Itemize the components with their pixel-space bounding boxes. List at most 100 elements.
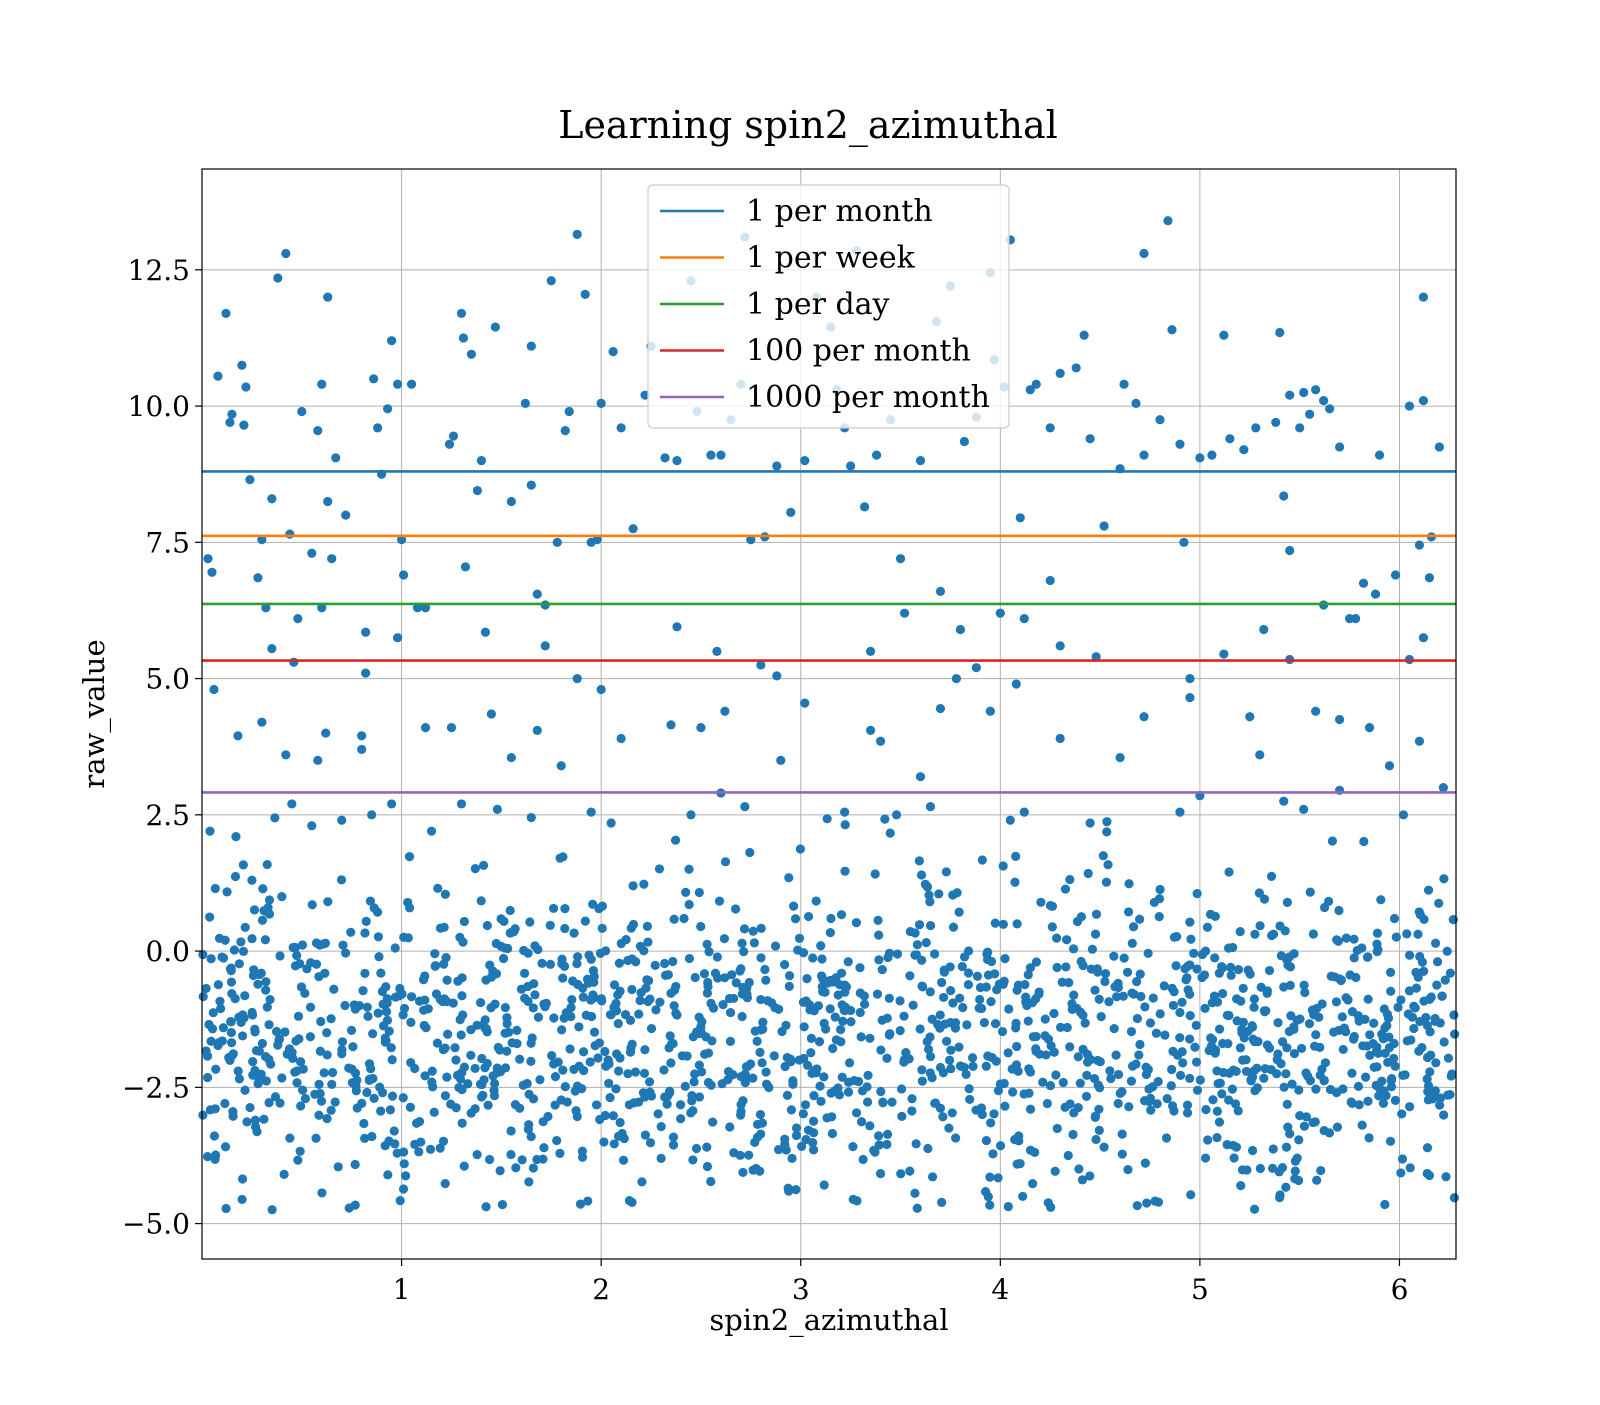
data-point xyxy=(495,1166,505,1176)
data-point xyxy=(608,346,618,357)
data-point xyxy=(535,1075,545,1085)
data-point xyxy=(751,1163,761,1174)
data-point xyxy=(502,1046,512,1056)
data-point xyxy=(836,1025,846,1035)
data-point xyxy=(497,1199,508,1210)
data-point xyxy=(442,1072,452,1082)
data-point xyxy=(703,981,713,992)
data-point xyxy=(442,975,452,985)
data-point xyxy=(240,991,250,1001)
data-point xyxy=(1335,714,1345,725)
data-point xyxy=(1175,439,1185,449)
data-point xyxy=(1113,1069,1124,1080)
data-point xyxy=(526,812,536,823)
legend: 1 per month 1 per week 1 per day 100 per mo… xyxy=(647,184,1010,429)
data-point xyxy=(257,717,267,727)
data-point xyxy=(686,1108,696,1118)
data-point xyxy=(791,1185,801,1195)
data-point xyxy=(1266,1065,1276,1075)
data-point xyxy=(340,1000,350,1011)
data-point xyxy=(817,954,827,964)
data-point xyxy=(210,1150,221,1160)
data-point xyxy=(863,1070,873,1081)
data-point xyxy=(874,930,884,940)
data-point xyxy=(1228,942,1238,953)
data-point xyxy=(322,1113,332,1124)
data-point xyxy=(1068,944,1079,954)
data-point xyxy=(929,949,940,959)
data-point xyxy=(1055,368,1065,378)
data-point xyxy=(1235,926,1245,937)
data-point xyxy=(218,953,229,963)
data-point xyxy=(1099,521,1109,531)
data-point xyxy=(1081,1091,1092,1102)
data-point xyxy=(1380,1199,1390,1210)
data-point xyxy=(668,1132,679,1142)
data-point xyxy=(1390,1061,1400,1071)
data-point xyxy=(1005,815,1015,825)
data-point xyxy=(361,916,371,926)
data-point xyxy=(569,1064,579,1074)
data-point xyxy=(1068,1129,1078,1140)
data-point xyxy=(213,1040,223,1051)
data-point xyxy=(526,1038,536,1048)
data-point xyxy=(1040,1031,1050,1041)
data-point xyxy=(552,537,562,547)
data-point xyxy=(968,1061,978,1071)
data-point xyxy=(1105,1066,1115,1076)
data-point xyxy=(1273,1018,1283,1028)
data-point xyxy=(340,948,351,958)
data-point xyxy=(1045,423,1055,433)
data-point xyxy=(1214,1117,1225,1127)
data-point xyxy=(1004,1004,1014,1014)
data-point xyxy=(1214,1024,1225,1034)
data-point xyxy=(1283,960,1293,970)
data-point xyxy=(1210,953,1220,963)
data-point xyxy=(1437,991,1447,1001)
data-point xyxy=(851,918,862,928)
data-point xyxy=(910,928,920,938)
data-point xyxy=(653,1109,663,1119)
data-point xyxy=(1050,1166,1060,1176)
data-point xyxy=(526,480,536,490)
data-point xyxy=(684,864,694,874)
data-point xyxy=(548,903,559,914)
data-point xyxy=(1209,991,1220,1001)
data-point xyxy=(1422,1143,1433,1153)
data-point xyxy=(641,983,651,993)
data-point xyxy=(1305,887,1315,897)
data-point xyxy=(506,1126,516,1136)
data-point xyxy=(1384,761,1395,771)
data-point xyxy=(1200,1003,1210,1013)
data-point xyxy=(270,813,280,823)
data-point xyxy=(923,1143,933,1154)
data-point xyxy=(486,709,496,719)
data-point xyxy=(596,994,607,1004)
data-point xyxy=(583,1196,593,1206)
data-point xyxy=(1015,513,1025,523)
data-point xyxy=(1018,1191,1028,1202)
data-point xyxy=(1100,969,1111,979)
data-point xyxy=(202,1051,213,1061)
data-point xyxy=(470,864,480,874)
data-point xyxy=(708,1117,718,1127)
data-point xyxy=(1264,1043,1275,1053)
data-point xyxy=(663,970,673,980)
data-point xyxy=(525,917,535,927)
data-point xyxy=(596,398,606,408)
data-point xyxy=(704,947,714,957)
data-point xyxy=(944,1123,954,1133)
data-point xyxy=(1241,1066,1252,1077)
data-point xyxy=(552,1135,562,1146)
data-point xyxy=(1139,450,1149,460)
data-point xyxy=(492,804,502,814)
data-point xyxy=(1362,952,1373,962)
data-point xyxy=(317,379,327,389)
data-point xyxy=(1445,968,1455,978)
data-point xyxy=(275,951,285,961)
data-point xyxy=(1161,1133,1172,1143)
data-point xyxy=(390,992,401,1002)
data-point xyxy=(908,1000,918,1010)
data-point xyxy=(247,1007,257,1018)
data-point xyxy=(1076,912,1087,922)
